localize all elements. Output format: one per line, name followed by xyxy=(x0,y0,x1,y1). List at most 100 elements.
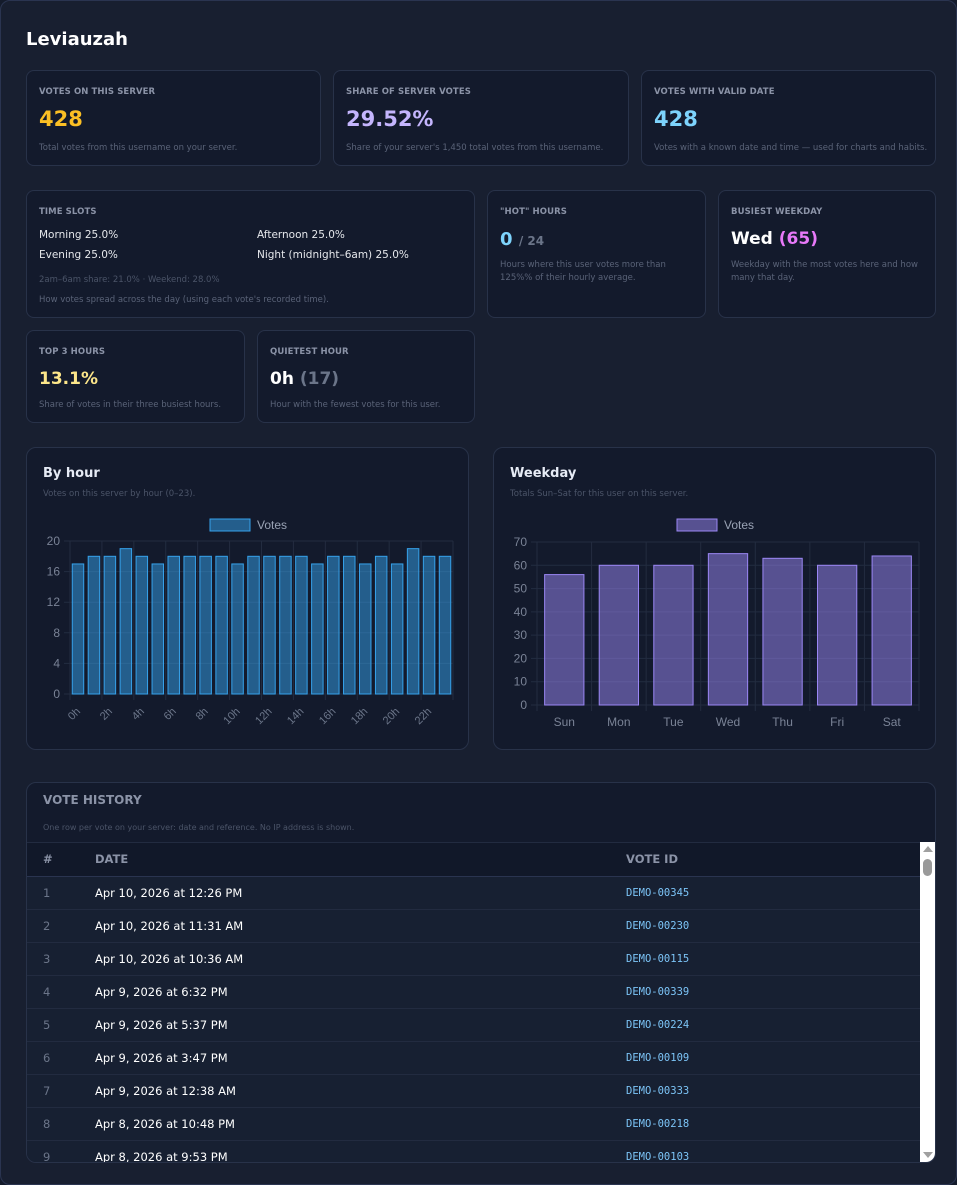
vote-date: Apr 10, 2026 at 12:26 PM xyxy=(95,885,243,900)
stat-card-valid-date: VOTES WITH VALID DATE 428 Votes with a k… xyxy=(641,70,936,166)
vote-id: DEMO-00339 xyxy=(626,985,690,998)
row-number: 8 xyxy=(43,1116,51,1131)
vote-date: Apr 9, 2026 at 5:37 PM xyxy=(95,1017,228,1032)
x-tick-label: 20h xyxy=(381,706,402,727)
bar-4h xyxy=(135,555,149,695)
bar-11h xyxy=(247,555,260,695)
x-tick-label: 4h xyxy=(130,706,147,723)
table-row[interactable]: 3 Apr 10, 2026 at 10:36 AM DEMO-00115 xyxy=(27,942,920,975)
table-row[interactable]: 9 Apr 8, 2026 at 9:53 PM DEMO-00103 xyxy=(27,1140,920,1163)
row-number: 5 xyxy=(43,1017,51,1032)
vote-history-table: # DATE VOTE ID 1 Apr 10, 2026 at 12:26 PM… xyxy=(27,843,920,1163)
x-tick-label: Mon xyxy=(607,715,630,729)
scroll-down-arrow-icon[interactable] xyxy=(923,1152,933,1158)
stat-label: TIME SLOTS xyxy=(39,207,97,217)
y-tick-label: 8 xyxy=(53,626,60,640)
stat-count: (65) xyxy=(778,229,818,249)
bar-17h xyxy=(343,555,356,695)
stat-value: 0 xyxy=(500,229,513,250)
vote-id: DEMO-00224 xyxy=(626,1018,690,1031)
bar-20h xyxy=(390,563,404,695)
bar-6h xyxy=(167,555,180,695)
y-tick-label: 40 xyxy=(514,605,528,619)
stat-label: "HOT" HOURS xyxy=(500,207,567,217)
stat-card-quietest-hour: QUIETEST HOUR 0h (17) Hour with the fewe… xyxy=(257,330,475,423)
bar-21h xyxy=(406,548,420,695)
bar-5h xyxy=(151,563,165,695)
weekday-chart: Votes 0 10 20 30 40 50 60 70 Sun Mon Tue Wed Thu Fri Sa… xyxy=(514,518,920,729)
bar-0h xyxy=(71,563,85,695)
stat-count: (17) xyxy=(299,369,340,389)
vote-history-subtitle: One row per vote on your server: date an… xyxy=(43,823,355,832)
stat-card-top3-hours: TOP 3 HOURS 13.1% Share of votes in thei… xyxy=(26,330,245,423)
x-tick-label: Sun xyxy=(554,715,575,729)
stat-card-busiest-weekday: BUSIEST WEEKDAY Wed (65) Weekday with th… xyxy=(718,190,936,318)
time-slot-evening: Evening 25.0% xyxy=(39,249,118,261)
time-slot-afternoon: Afternoon 25.0% xyxy=(257,229,345,241)
x-tick-label: 16h xyxy=(317,706,338,727)
table-row[interactable]: 6 Apr 9, 2026 at 3:47 PM DEMO-00109 xyxy=(27,1041,920,1074)
table-row[interactable]: 8 Apr 8, 2026 at 10:48 PM DEMO-00218 xyxy=(27,1107,920,1140)
bar-15h xyxy=(311,563,324,695)
stat-label: VOTES ON THIS SERVER xyxy=(39,87,156,97)
row-number: 6 xyxy=(43,1050,51,1065)
chart-title: Weekday xyxy=(510,466,577,481)
table-row[interactable]: 2 Apr 10, 2026 at 11:31 AM DEMO-00230 xyxy=(27,909,920,942)
bar-Fri xyxy=(816,564,858,706)
stat-description: Votes with a known date and time — used … xyxy=(654,143,928,153)
x-tick-label: 12h xyxy=(253,706,274,727)
row-number: 9 xyxy=(43,1149,51,1163)
scroll-up-arrow-icon[interactable] xyxy=(923,846,933,852)
stat-label: VOTES WITH VALID DATE xyxy=(654,87,775,97)
legend-swatch xyxy=(676,518,718,532)
stat-label: TOP 3 HOURS xyxy=(39,347,106,357)
vote-history-scrollbar[interactable] xyxy=(920,842,935,1162)
table-row[interactable]: 4 Apr 9, 2026 at 6:32 PM DEMO-00339 xyxy=(27,975,920,1008)
vote-id: DEMO-00345 xyxy=(626,886,690,899)
stat-description: Hour with the fewest votes for this user… xyxy=(270,400,441,410)
bar-Sun xyxy=(544,574,585,706)
stat-value: 428 xyxy=(39,107,83,131)
vote-id: DEMO-00230 xyxy=(626,919,690,932)
scrollbar-thumb[interactable] xyxy=(923,859,932,876)
x-tick-label: 10h xyxy=(221,706,242,727)
vote-id: DEMO-00103 xyxy=(626,1150,690,1163)
by-hour-chart: Votes 0 4 8 12 16 20 0h 2h 4h 6h 8h 10h 12h 14h 16h 18h 2… xyxy=(47,518,454,727)
y-tick-label: 10 xyxy=(514,675,528,689)
bar-23h xyxy=(438,555,452,695)
stat-card-time-slots: TIME SLOTS Morning 25.0% Afternoon 25.0%… xyxy=(26,190,475,318)
x-tick-label: 14h xyxy=(285,706,306,727)
vote-history-table-scroll[interactable]: # DATE VOTE ID 1 Apr 10, 2026 at 12:26 PM… xyxy=(27,842,920,1163)
y-tick-label: 0 xyxy=(53,687,60,701)
vote-id: DEMO-00333 xyxy=(626,1084,690,1097)
vote-date: Apr 9, 2026 at 3:47 PM xyxy=(95,1050,228,1065)
y-tick-label: 60 xyxy=(514,558,528,572)
stat-value: 13.1% xyxy=(39,369,98,389)
vote-date: Apr 9, 2026 at 6:32 PM xyxy=(95,984,228,999)
bar-16h xyxy=(327,555,340,695)
table-row[interactable]: 5 Apr 9, 2026 at 5:37 PM DEMO-00224 xyxy=(27,1008,920,1041)
table-header-row: # DATE VOTE ID xyxy=(27,843,920,876)
table-row[interactable]: 1 Apr 10, 2026 at 12:26 PM DEMO-00345 xyxy=(27,876,920,909)
bar-3h xyxy=(119,548,133,695)
stat-value: 0h xyxy=(270,369,294,389)
x-tick-label: 22h xyxy=(413,706,434,727)
bar-12h xyxy=(263,555,276,695)
stat-description: How votes spread across the day (using e… xyxy=(39,295,329,305)
y-tick-label: 16 xyxy=(47,565,61,579)
bar-10h xyxy=(231,563,244,695)
time-slot-morning: Morning 25.0% xyxy=(39,229,119,241)
x-tick-label: Thu xyxy=(772,715,793,729)
column-header-vote-id: VOTE ID xyxy=(626,852,679,867)
stat-card-hot-hours: "HOT" HOURS 0 / 24 Hours where this user… xyxy=(487,190,706,318)
bar-Tue xyxy=(653,564,694,706)
stat-value: Wed xyxy=(731,229,773,249)
stat-label: QUIETEST HOUR xyxy=(270,347,349,357)
y-tick-label: 12 xyxy=(47,595,61,609)
bar-13h xyxy=(279,555,292,695)
table-row[interactable]: 7 Apr 9, 2026 at 12:38 AM DEMO-00333 xyxy=(27,1074,920,1107)
chart-card-weekday: Weekday Totals Sun–Sat for this user on … xyxy=(493,447,936,750)
legend-swatch xyxy=(209,518,251,532)
bar-1h xyxy=(87,555,101,695)
x-tick-label: 18h xyxy=(349,706,370,727)
